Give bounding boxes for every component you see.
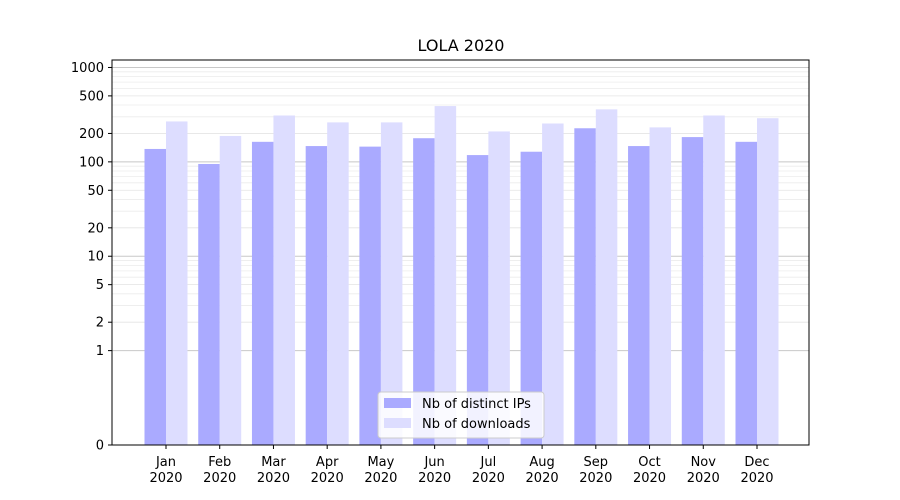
y-tick-label: 5 — [96, 278, 104, 293]
legend-label: Nb of downloads — [422, 417, 531, 432]
legend: Nb of distinct IPs Nb of downloads — [377, 391, 545, 439]
bar-downloads — [434, 106, 457, 445]
plot-frame — [111, 59, 810, 446]
x-tick-label-month: Jan — [155, 455, 176, 470]
bar-distinct-ips — [681, 137, 704, 446]
bar-distinct-ips — [574, 128, 596, 445]
x-tick-label-month: Jul — [480, 455, 497, 470]
y-tick-label: 10 — [87, 250, 104, 265]
x-tick-label-year: 2020 — [418, 471, 451, 486]
bar-distinct-ips — [628, 146, 650, 446]
bar-downloads — [166, 121, 188, 445]
bar-downloads — [649, 127, 672, 446]
x-tick-label-month: Sep — [584, 455, 609, 470]
x-tick-label-month: Feb — [208, 455, 231, 470]
x-axis: Jan2020Feb2020Mar2020Apr2020May2020Jun20… — [149, 445, 774, 486]
y-tick-label: 500 — [79, 89, 104, 104]
y-tick-label: 20 — [87, 221, 104, 236]
x-tick-label-year: 2020 — [203, 471, 236, 486]
bar-distinct-ips — [466, 155, 489, 445]
x-tick-label-year: 2020 — [364, 471, 397, 486]
bar-distinct-ips — [413, 138, 435, 445]
bar-downloads — [542, 123, 564, 446]
bar-downloads — [380, 122, 403, 445]
y-axis: 0 1 2 5 10 20 50 100 200 500 1000 — [71, 61, 112, 454]
y-tick-label: 1 — [96, 344, 104, 359]
y-tick-label: 0 — [96, 439, 104, 454]
bar-downloads — [703, 115, 725, 445]
legend-label: Nb of distinct IPs — [422, 397, 531, 412]
x-tick-label-month: May — [367, 455, 394, 470]
bar-distinct-ips — [144, 148, 166, 445]
x-tick-label-year: 2020 — [257, 471, 290, 486]
chart-title: LOLA 2020 — [418, 36, 505, 55]
bar-distinct-ips — [735, 141, 757, 446]
x-tick-label-year: 2020 — [633, 471, 666, 486]
y-tick-label: 100 — [79, 155, 104, 170]
bar-downloads — [595, 109, 618, 446]
x-tick-label-year: 2020 — [526, 471, 559, 486]
x-tick-label-month: Oct — [638, 455, 660, 470]
y-tick-label: 2 — [96, 316, 104, 331]
legend-swatch — [384, 398, 411, 408]
legend-box — [377, 391, 545, 439]
bar-distinct-ips — [305, 146, 328, 446]
x-tick-label-year: 2020 — [311, 471, 344, 486]
x-tick-label-month: Nov — [691, 455, 717, 470]
y-tick-label: 1000 — [71, 61, 104, 76]
bar-distinct-ips — [198, 163, 220, 445]
x-tick-label-year: 2020 — [149, 471, 182, 486]
bar-downloads — [488, 131, 510, 445]
bar-downloads — [757, 118, 779, 445]
legend-swatch — [384, 418, 411, 428]
x-tick-label-year: 2020 — [472, 471, 505, 486]
bar-downloads — [273, 115, 295, 445]
x-tick-label-year: 2020 — [687, 471, 720, 486]
x-tick-label-year: 2020 — [579, 471, 612, 486]
x-tick-label-year: 2020 — [740, 471, 773, 486]
x-tick-label-month: Jun — [423, 455, 444, 470]
x-tick-label-month: Mar — [261, 455, 286, 470]
bar-distinct-ips — [520, 151, 543, 446]
x-tick-label-month: Apr — [316, 455, 339, 470]
bar-downloads — [327, 122, 349, 445]
x-tick-label-month: Dec — [744, 455, 769, 470]
y-tick-label: 50 — [87, 184, 104, 199]
bars — [144, 106, 779, 446]
bar-distinct-ips — [359, 146, 381, 445]
bar-distinct-ips — [251, 141, 274, 446]
bar-downloads — [219, 135, 242, 445]
y-tick-label: 200 — [79, 127, 104, 142]
x-tick-label-month: Aug — [529, 455, 554, 470]
